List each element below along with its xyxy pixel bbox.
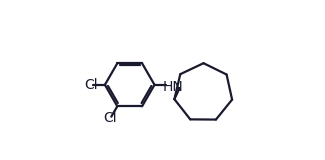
Text: HN: HN xyxy=(162,80,183,94)
Text: Cl: Cl xyxy=(84,78,98,92)
Text: Cl: Cl xyxy=(104,111,117,125)
